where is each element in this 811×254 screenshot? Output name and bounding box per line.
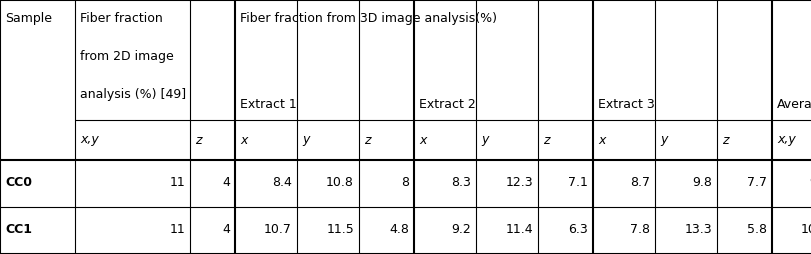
Text: x: x (597, 134, 605, 147)
Text: 8.7: 8.7 (629, 177, 649, 189)
Text: 7.1: 7.1 (568, 177, 587, 189)
Text: Extract 1: Extract 1 (240, 98, 296, 111)
Text: z: z (195, 134, 201, 147)
Text: 6.3: 6.3 (568, 224, 587, 236)
Text: 8: 8 (401, 177, 409, 189)
Text: x,y: x,y (776, 134, 795, 147)
Text: 4.8: 4.8 (388, 224, 409, 236)
Text: 11.4: 11.4 (504, 224, 532, 236)
Text: x,y: x,y (80, 134, 99, 147)
Text: 11: 11 (169, 177, 185, 189)
Text: Extract 2: Extract 2 (418, 98, 475, 111)
Text: 10.8: 10.8 (326, 177, 354, 189)
Text: 4: 4 (222, 177, 230, 189)
Text: z: z (543, 134, 549, 147)
Text: 8.4: 8.4 (272, 177, 292, 189)
Text: 4: 4 (222, 224, 230, 236)
Text: 9.2: 9.2 (451, 224, 470, 236)
Text: Fiber fraction: Fiber fraction (80, 12, 162, 25)
Text: CC1: CC1 (5, 224, 32, 236)
Text: 13.3: 13.3 (684, 224, 711, 236)
Text: x: x (418, 134, 426, 147)
Text: y: y (480, 134, 487, 147)
Text: 9.7: 9.7 (808, 177, 811, 189)
Text: x: x (240, 134, 247, 147)
Text: from 2D image: from 2D image (80, 50, 174, 63)
Text: Extract 3: Extract 3 (597, 98, 654, 111)
Text: 11.5: 11.5 (326, 224, 354, 236)
Text: 7.7: 7.7 (746, 177, 766, 189)
Text: 10.7: 10.7 (264, 224, 292, 236)
Text: 8.3: 8.3 (451, 177, 470, 189)
Text: CC0: CC0 (5, 177, 32, 189)
Text: 5.8: 5.8 (746, 224, 766, 236)
Text: y: y (302, 134, 309, 147)
Text: analysis (%) [49]: analysis (%) [49] (80, 88, 186, 101)
Text: Sample: Sample (5, 12, 52, 25)
Text: 10.7: 10.7 (800, 224, 811, 236)
Text: 7.8: 7.8 (629, 224, 649, 236)
Text: z: z (363, 134, 370, 147)
Text: z: z (721, 134, 727, 147)
Text: y: y (659, 134, 667, 147)
Text: 12.3: 12.3 (504, 177, 532, 189)
Text: 9.8: 9.8 (691, 177, 711, 189)
Text: Average: Average (776, 98, 811, 111)
Text: 11: 11 (169, 224, 185, 236)
Text: Fiber fraction from 3D image analysis(%): Fiber fraction from 3D image analysis(%) (240, 12, 496, 25)
